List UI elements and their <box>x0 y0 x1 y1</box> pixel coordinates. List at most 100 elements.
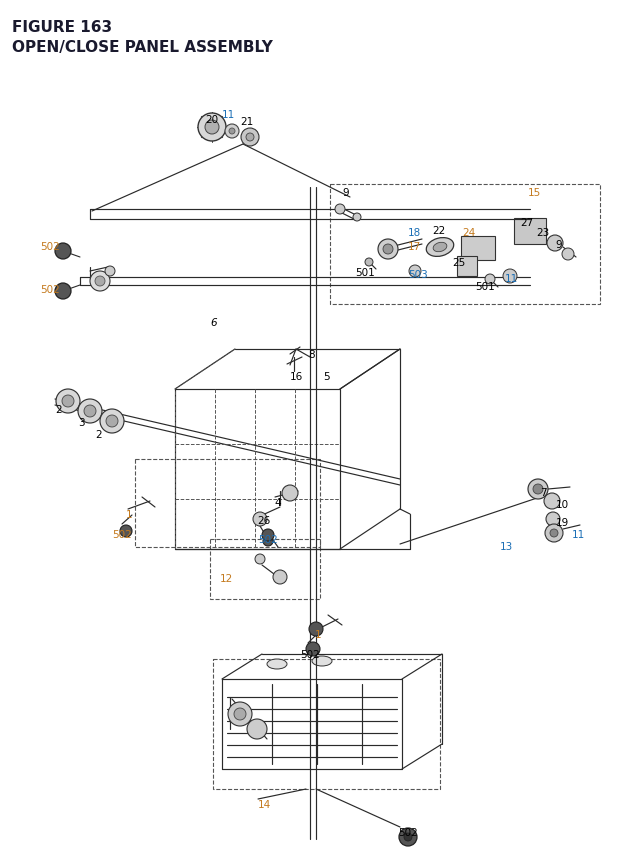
Text: 502: 502 <box>40 285 60 294</box>
Circle shape <box>335 205 345 214</box>
Circle shape <box>309 623 323 636</box>
Circle shape <box>550 530 558 537</box>
Text: 1: 1 <box>126 510 132 519</box>
Text: 12: 12 <box>220 573 233 583</box>
Circle shape <box>365 258 373 267</box>
Circle shape <box>106 416 118 428</box>
Circle shape <box>545 524 563 542</box>
Circle shape <box>105 267 115 276</box>
Circle shape <box>253 512 267 526</box>
Text: 9: 9 <box>555 239 562 250</box>
Circle shape <box>306 642 320 656</box>
Text: 502: 502 <box>398 827 418 837</box>
Text: 11: 11 <box>505 274 518 283</box>
Circle shape <box>383 245 393 255</box>
Circle shape <box>546 512 560 526</box>
Bar <box>210 539 320 599</box>
Circle shape <box>84 406 96 418</box>
Circle shape <box>378 239 398 260</box>
Text: 502: 502 <box>258 535 278 544</box>
Circle shape <box>273 570 287 585</box>
Circle shape <box>404 833 412 841</box>
Text: 27: 27 <box>520 218 533 228</box>
Text: OPEN/CLOSE PANEL ASSEMBLY: OPEN/CLOSE PANEL ASSEMBLY <box>12 40 273 55</box>
Text: 502: 502 <box>300 649 320 660</box>
Text: 17: 17 <box>408 242 421 251</box>
Circle shape <box>229 129 235 135</box>
Circle shape <box>503 269 517 283</box>
Circle shape <box>95 276 105 287</box>
Text: 5: 5 <box>323 372 330 381</box>
Circle shape <box>55 283 71 300</box>
Text: 25: 25 <box>452 257 465 268</box>
Bar <box>330 185 600 305</box>
Circle shape <box>255 554 265 564</box>
Circle shape <box>90 272 110 292</box>
Text: 502: 502 <box>40 242 60 251</box>
Circle shape <box>547 236 563 251</box>
Circle shape <box>228 703 252 726</box>
Text: FIGURE 163: FIGURE 163 <box>12 20 112 35</box>
Text: 8: 8 <box>308 350 315 360</box>
Text: 14: 14 <box>258 799 271 809</box>
Circle shape <box>282 486 298 501</box>
Text: 501: 501 <box>355 268 375 278</box>
Circle shape <box>485 275 495 285</box>
Text: 21: 21 <box>240 117 253 127</box>
Text: 23: 23 <box>536 228 549 238</box>
Circle shape <box>205 121 219 135</box>
Circle shape <box>562 249 574 261</box>
Circle shape <box>247 719 267 739</box>
Text: 502: 502 <box>112 530 132 539</box>
Circle shape <box>55 244 71 260</box>
Text: 24: 24 <box>462 228 476 238</box>
Circle shape <box>78 400 102 424</box>
Text: 6: 6 <box>210 318 216 328</box>
FancyBboxPatch shape <box>457 257 477 276</box>
Text: 15: 15 <box>528 188 541 198</box>
Circle shape <box>198 114 226 142</box>
Circle shape <box>262 530 274 542</box>
FancyBboxPatch shape <box>514 219 546 245</box>
Circle shape <box>533 485 543 494</box>
Text: 11: 11 <box>572 530 585 539</box>
Bar <box>135 460 320 548</box>
Text: 20: 20 <box>205 115 218 125</box>
Text: 16: 16 <box>290 372 303 381</box>
FancyBboxPatch shape <box>461 237 495 261</box>
Text: 10: 10 <box>556 499 569 510</box>
Circle shape <box>353 214 361 222</box>
Circle shape <box>241 129 259 147</box>
Ellipse shape <box>267 660 287 669</box>
Text: 3: 3 <box>78 418 84 428</box>
Ellipse shape <box>433 243 447 252</box>
Circle shape <box>234 709 246 720</box>
Bar <box>213 660 440 789</box>
Circle shape <box>246 133 254 142</box>
Text: 2: 2 <box>95 430 102 439</box>
Text: 1: 1 <box>315 629 322 639</box>
Text: 22: 22 <box>432 226 445 236</box>
Text: 7: 7 <box>540 487 547 498</box>
Circle shape <box>225 125 239 139</box>
Circle shape <box>56 389 80 413</box>
Circle shape <box>100 410 124 433</box>
Circle shape <box>62 395 74 407</box>
Circle shape <box>263 536 273 547</box>
Ellipse shape <box>426 238 454 257</box>
Text: 2: 2 <box>55 405 61 414</box>
Text: 13: 13 <box>500 542 513 551</box>
Text: 19: 19 <box>556 517 569 528</box>
Text: 9: 9 <box>342 188 349 198</box>
Circle shape <box>409 266 421 278</box>
Ellipse shape <box>312 656 332 666</box>
Text: 503: 503 <box>408 269 428 280</box>
Circle shape <box>544 493 560 510</box>
Text: 501: 501 <box>475 282 495 292</box>
Circle shape <box>399 828 417 846</box>
Text: 26: 26 <box>257 516 270 525</box>
Text: 18: 18 <box>408 228 421 238</box>
Text: 4: 4 <box>274 498 280 507</box>
Circle shape <box>528 480 548 499</box>
Text: 11: 11 <box>222 110 236 120</box>
